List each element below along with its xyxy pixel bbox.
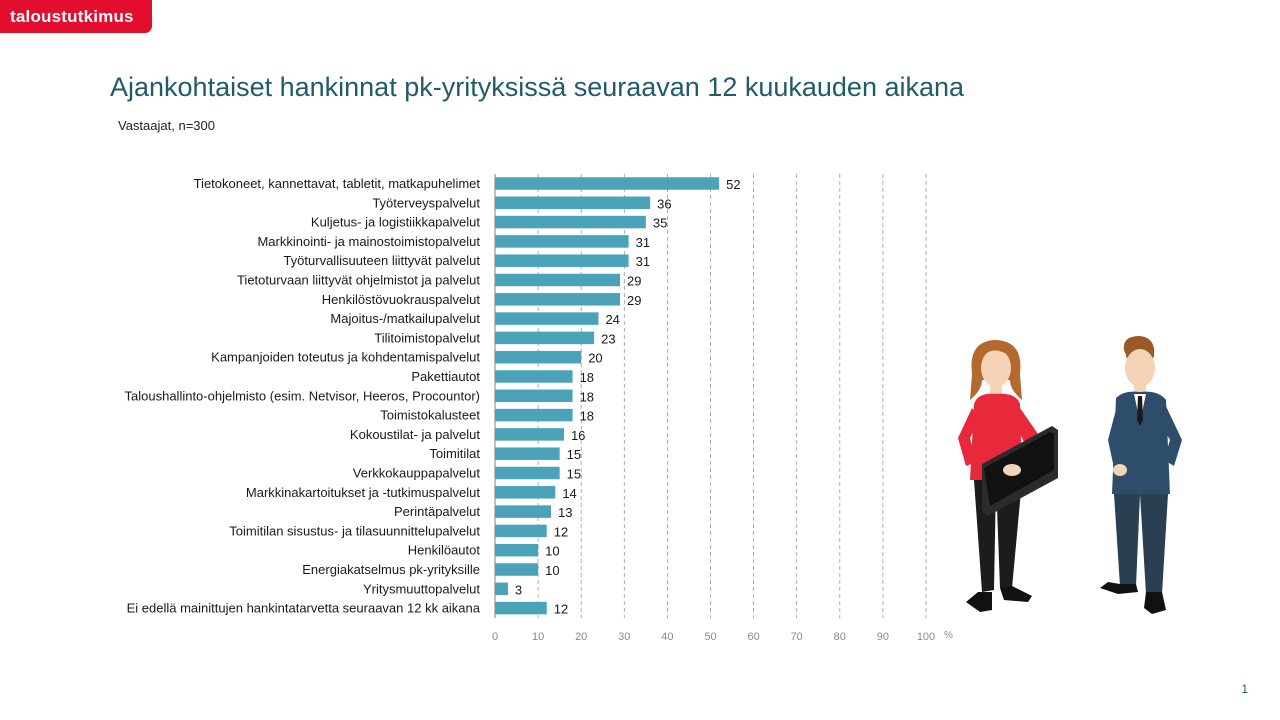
- category-label: Tietokoneet, kannettavat, tabletit, matk…: [194, 176, 481, 191]
- category-label: Majoitus-/matkailupalvelut: [330, 311, 480, 326]
- bar: [495, 428, 564, 441]
- respondents-subtitle: Vastaajat, n=300: [118, 118, 215, 133]
- data-label: 36: [657, 196, 671, 211]
- data-label: 15: [567, 467, 581, 482]
- data-label: 18: [580, 409, 594, 424]
- bar: [495, 505, 552, 518]
- page-title: Ajankohtaiset hankinnat pk-yrityksissä s…: [110, 72, 965, 102]
- category-label: Henkilöstövuokrauspalvelut: [322, 292, 481, 307]
- data-label: 31: [636, 235, 650, 250]
- bar: [495, 543, 539, 557]
- category-label: Energiakatselmus pk-yrityksille: [302, 562, 480, 577]
- bar: [495, 350, 582, 364]
- bar: [495, 293, 620, 306]
- category-label: Yritysmuuttopalvelut: [363, 581, 480, 596]
- business-people-icon: [958, 336, 1182, 614]
- bar: [495, 563, 539, 576]
- bar: [495, 486, 556, 499]
- data-label: 10: [545, 544, 559, 559]
- x-tick-label: 0: [492, 631, 498, 643]
- bar: [495, 447, 560, 460]
- category-label: Henkilöautot: [408, 543, 481, 558]
- x-tick-label: 30: [618, 631, 630, 643]
- bar: [495, 601, 547, 615]
- bar: [495, 196, 651, 210]
- category-label: Markkinakartoitukset ja -tutkimuspalvelu…: [246, 485, 480, 500]
- bar: [495, 466, 560, 480]
- taloustutkimus-logo: taloustutkimus: [0, 0, 152, 33]
- category-label: Kuljetus- ja logistiikkapalvelut: [311, 215, 480, 230]
- data-label: 23: [601, 331, 615, 346]
- data-label: 15: [567, 447, 581, 462]
- bar: [495, 331, 595, 345]
- category-label: Työterveyspalvelut: [372, 195, 480, 210]
- data-label: 35: [653, 216, 667, 231]
- x-unit-label: %: [944, 630, 953, 641]
- data-label: 14: [562, 486, 576, 501]
- bar: [495, 254, 629, 267]
- woman-figure: [958, 340, 1058, 612]
- category-label: Markkinointi- ja mainostoimistopalvelut: [257, 234, 480, 249]
- category-label: Toimitilat: [429, 446, 480, 461]
- data-label: 18: [580, 389, 594, 404]
- bar: [495, 370, 573, 383]
- x-tick-label: 50: [704, 631, 716, 643]
- x-tick-label: 10: [532, 631, 544, 643]
- x-tick-label: 90: [877, 631, 889, 643]
- data-label: 12: [554, 602, 568, 617]
- category-label: Ei edellä mainittujen hankintatarvetta s…: [127, 601, 481, 616]
- bar: [495, 177, 720, 190]
- bar: [495, 408, 573, 422]
- data-label: 18: [580, 370, 594, 385]
- man-figure: [1100, 336, 1182, 614]
- data-label: 24: [605, 312, 619, 327]
- bar: [495, 582, 508, 596]
- x-tick-label: 80: [834, 631, 846, 643]
- page-number: 1: [1241, 682, 1248, 696]
- data-label: 29: [627, 293, 641, 308]
- bar: [495, 235, 629, 248]
- x-tick-label: 100: [917, 631, 935, 643]
- category-label: Pakettiautot: [411, 369, 480, 384]
- data-label: 16: [571, 428, 585, 443]
- data-label: 20: [588, 351, 602, 366]
- category-label: Tilitoimistopalvelut: [374, 330, 480, 345]
- x-tick-label: 20: [575, 631, 587, 643]
- x-tick-label: 60: [747, 631, 759, 643]
- category-label: Kampanjoiden toteutus ja kohdentamispalv…: [211, 350, 480, 365]
- category-label: Tietoturvaan liittyvät ohjelmistot ja pa…: [237, 273, 480, 288]
- bar: [495, 215, 646, 229]
- x-tick-label: 40: [661, 631, 673, 643]
- data-label: 29: [627, 274, 641, 289]
- data-label: 52: [726, 177, 740, 192]
- data-label: 3: [515, 582, 522, 597]
- bar: [495, 312, 599, 325]
- bar: [495, 524, 547, 538]
- category-label: Verkkokauppapalvelut: [353, 466, 481, 481]
- category-label: Perintäpalvelut: [394, 504, 480, 519]
- data-label: 10: [545, 563, 559, 578]
- category-label: Toimistokalusteet: [380, 408, 480, 423]
- bar: [495, 273, 620, 287]
- category-label: Taloushallinto-ohjelmisto (esim. Netviso…: [125, 388, 480, 403]
- category-label: Toimitilan sisustus- ja tilasuunnittelup…: [229, 523, 480, 538]
- data-label: 12: [554, 524, 568, 539]
- bar: [495, 389, 573, 403]
- category-label: Kokoustilat- ja palvelut: [350, 427, 480, 442]
- data-label: 13: [558, 505, 572, 520]
- data-label: 31: [636, 254, 650, 269]
- category-label: Työturvallisuuteen liittyvät palvelut: [283, 253, 480, 268]
- x-tick-label: 70: [791, 631, 803, 643]
